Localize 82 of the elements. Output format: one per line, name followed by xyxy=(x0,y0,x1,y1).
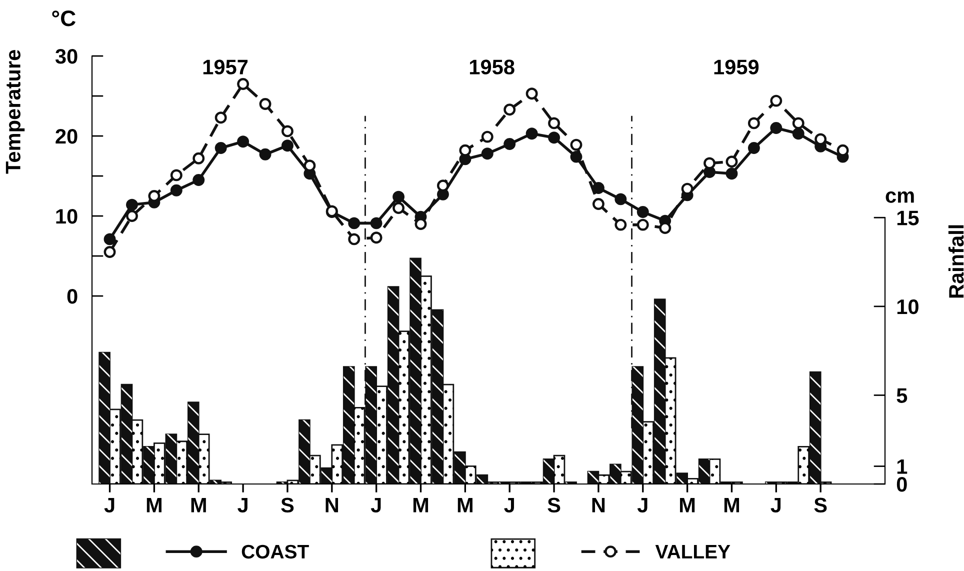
point xyxy=(392,190,405,203)
point xyxy=(726,156,738,168)
x-tick-label: S xyxy=(548,498,560,512)
point xyxy=(614,218,627,231)
x-tick-label: J xyxy=(504,498,514,512)
point xyxy=(570,150,582,163)
legend-label: VALLEY xyxy=(655,545,730,558)
y2-axis-title: Rainfall xyxy=(948,225,964,298)
point xyxy=(348,233,360,246)
point xyxy=(504,138,516,150)
text: °C xyxy=(52,10,76,26)
point xyxy=(214,142,227,154)
point xyxy=(748,142,760,154)
point xyxy=(504,104,516,116)
point xyxy=(259,148,272,160)
point xyxy=(636,218,649,231)
y2-tick-label: 1 xyxy=(897,459,908,474)
point xyxy=(770,122,782,134)
x-tick-label: M xyxy=(191,498,206,512)
text: cm xyxy=(886,191,914,203)
point xyxy=(370,217,382,230)
point xyxy=(770,94,782,107)
point xyxy=(104,246,116,258)
y2-tick-label: 0 xyxy=(896,477,907,492)
point xyxy=(259,98,272,110)
point xyxy=(237,136,250,148)
point xyxy=(592,198,604,210)
point xyxy=(126,198,138,211)
x-tick-label: J xyxy=(238,498,248,512)
y2-tick-label: 10 xyxy=(897,299,918,314)
x-tick-label: J xyxy=(637,498,648,512)
point xyxy=(214,112,227,124)
point xyxy=(192,152,205,164)
x-tick-label: S xyxy=(281,498,294,512)
y-tick-label: 20 xyxy=(56,129,78,144)
y2-tick-label: 5 xyxy=(896,388,908,403)
point xyxy=(481,130,494,143)
x-tick-label: N xyxy=(592,498,605,512)
point xyxy=(614,193,627,206)
y2-tick-label: 15 xyxy=(897,210,919,226)
point xyxy=(481,148,494,160)
point xyxy=(392,202,405,214)
y-axis-title: Temperature xyxy=(6,50,25,174)
y-tick-label: 30 xyxy=(55,49,78,64)
x-tick-label: M xyxy=(680,498,695,512)
x-tick-label: J xyxy=(104,498,114,512)
point xyxy=(237,78,250,90)
point xyxy=(526,88,538,100)
point xyxy=(170,169,182,182)
point xyxy=(726,168,738,180)
point xyxy=(592,182,604,194)
x-tick-label: M xyxy=(724,498,740,512)
annotation: 1958 xyxy=(470,60,514,74)
x-tick-label: M xyxy=(146,498,162,512)
annotation: 1959 xyxy=(714,60,759,74)
point xyxy=(370,232,382,244)
point xyxy=(459,144,472,156)
point xyxy=(282,125,294,138)
x-tick-label: S xyxy=(814,498,827,512)
point xyxy=(792,117,804,130)
legend-label: COAST xyxy=(242,544,309,559)
point xyxy=(192,174,205,186)
x-tick-label: J xyxy=(770,498,781,512)
y-tick-label: 0 xyxy=(67,289,78,304)
point xyxy=(636,206,649,218)
point xyxy=(170,184,182,196)
point xyxy=(104,233,116,246)
y-tick-label: 10 xyxy=(56,209,78,224)
point xyxy=(282,140,294,152)
point xyxy=(792,128,804,140)
point xyxy=(526,128,538,140)
point xyxy=(548,117,560,130)
annotation: 1957 xyxy=(203,60,248,74)
x-tick-label: M xyxy=(413,498,428,512)
point xyxy=(570,138,582,151)
point xyxy=(348,217,360,230)
point xyxy=(548,132,560,144)
x-tick-label: N xyxy=(326,498,338,512)
x-tick-label: J xyxy=(370,498,381,512)
point xyxy=(748,117,760,130)
x-tick-label: M xyxy=(458,498,472,512)
point xyxy=(126,210,138,222)
